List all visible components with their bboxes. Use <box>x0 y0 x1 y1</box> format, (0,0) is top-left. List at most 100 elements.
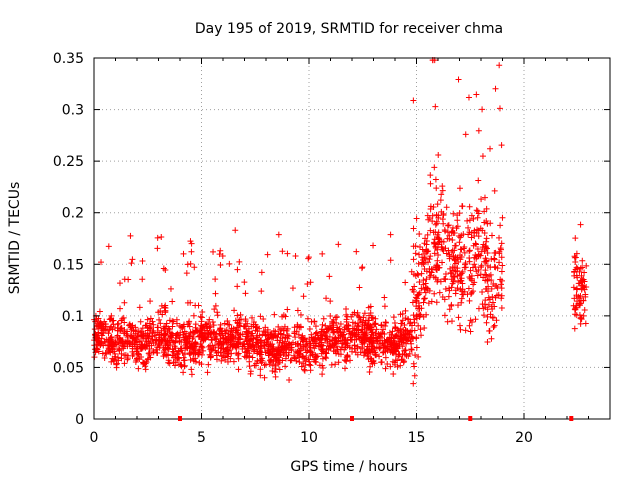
data-point <box>128 260 135 267</box>
data-point <box>158 302 165 309</box>
data-point <box>122 341 129 348</box>
data-point <box>190 346 197 353</box>
y-tick-label: 0.2 <box>62 206 84 222</box>
data-point <box>335 338 342 345</box>
data-point <box>472 240 479 247</box>
data-point <box>445 222 452 229</box>
data-point <box>432 243 439 250</box>
data-point <box>268 334 275 341</box>
data-point <box>241 279 248 286</box>
data-point <box>170 354 177 361</box>
data-point <box>410 97 417 104</box>
data-point <box>218 342 225 349</box>
data-point <box>235 366 242 373</box>
data-point <box>160 265 167 272</box>
data-point <box>404 328 411 335</box>
data-point <box>98 325 105 332</box>
data-point <box>432 176 439 183</box>
data-point <box>496 259 503 266</box>
data-point <box>423 285 430 292</box>
data-point <box>236 320 243 327</box>
data-point <box>246 358 253 365</box>
data-point <box>178 363 185 370</box>
data-point <box>457 326 464 333</box>
data-point <box>583 284 590 291</box>
data-point <box>252 362 259 369</box>
data-point <box>332 361 339 368</box>
data-point <box>411 283 418 290</box>
data-point <box>171 339 178 346</box>
data-point <box>445 293 452 300</box>
data-point <box>234 266 241 273</box>
data-point <box>126 321 133 328</box>
data-point <box>458 295 465 302</box>
data-point <box>479 106 486 113</box>
data-point <box>169 323 176 330</box>
data-point <box>260 328 267 335</box>
data-point <box>475 177 482 184</box>
data-point <box>416 305 423 312</box>
data-point <box>482 267 489 274</box>
data-point <box>575 293 582 300</box>
data-point <box>497 245 504 252</box>
data-point <box>582 291 589 298</box>
data-point <box>483 235 490 242</box>
data-point <box>370 357 377 364</box>
data-point <box>434 201 441 208</box>
data-point <box>327 312 334 319</box>
data-point <box>455 76 462 83</box>
data-point <box>188 371 195 378</box>
data-point <box>272 352 279 359</box>
y-tick-label: 0.15 <box>53 257 84 273</box>
data-point <box>415 271 422 278</box>
data-point <box>197 340 204 347</box>
data-point <box>121 319 128 326</box>
data-point <box>484 339 491 346</box>
data-point <box>457 252 464 259</box>
data-point <box>380 342 387 349</box>
data-point <box>461 288 468 295</box>
data-point <box>282 363 289 370</box>
data-point <box>474 246 481 253</box>
data-point <box>117 305 124 312</box>
data-point <box>312 330 319 337</box>
data-point <box>572 235 579 242</box>
data-point <box>225 351 232 358</box>
data-point <box>484 313 491 320</box>
data-point <box>462 131 469 138</box>
data-point <box>180 334 187 341</box>
data-point <box>466 274 473 281</box>
data-point <box>473 268 480 275</box>
data-point <box>363 335 370 342</box>
data-point <box>118 350 125 357</box>
y-tick-label: 0 <box>75 412 84 428</box>
data-point <box>319 333 326 340</box>
data-point <box>474 226 481 233</box>
data-point <box>496 234 503 241</box>
data-point <box>438 208 445 215</box>
data-point <box>323 355 330 362</box>
data-point <box>223 327 230 334</box>
data-point <box>132 324 139 331</box>
data-point <box>465 94 472 101</box>
data-point <box>361 339 368 346</box>
data-point <box>580 284 587 291</box>
y-axis-title: SRMTID / TECUs <box>7 182 23 295</box>
data-point <box>451 256 458 263</box>
data-point <box>413 303 420 310</box>
data-point <box>466 297 473 304</box>
data-point <box>427 180 434 187</box>
data-point <box>577 265 584 272</box>
data-point <box>451 242 458 249</box>
data-point <box>427 227 434 234</box>
data-point <box>324 336 331 343</box>
data-point <box>147 315 154 322</box>
data-point <box>449 237 456 244</box>
data-point <box>291 324 298 331</box>
data-point <box>475 127 482 134</box>
data-point <box>202 336 209 343</box>
data-point <box>498 285 505 292</box>
data-point <box>418 285 425 292</box>
data-point <box>493 283 500 290</box>
data-point <box>498 305 505 312</box>
